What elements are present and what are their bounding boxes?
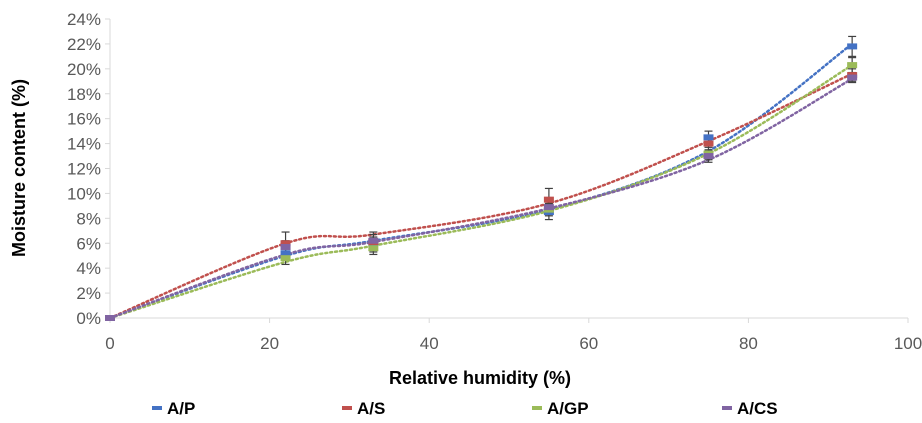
- y-tick-label: 24%: [67, 10, 101, 29]
- point-a-p: [280, 250, 291, 257]
- y-tick-label: 2%: [76, 284, 101, 303]
- point-a-gp: [368, 245, 379, 252]
- y-tick-label: 0%: [76, 309, 101, 328]
- point-a-s: [703, 140, 714, 147]
- trendline-a-p: [108, 42, 854, 320]
- point-a-gp: [847, 62, 858, 69]
- y-tick-label: 4%: [76, 259, 101, 278]
- y-tick-label: 22%: [67, 35, 101, 54]
- trendlines: [108, 42, 854, 320]
- trendline-a-gp: [108, 63, 854, 320]
- y-tick-label: 8%: [76, 209, 101, 228]
- legend-label-a-s: A/S: [357, 399, 385, 418]
- y-tick-label: 10%: [67, 184, 101, 203]
- data-points: [105, 43, 858, 321]
- error-bars: [281, 35, 857, 266]
- y-axis-title: Moisture content (%): [9, 79, 29, 257]
- x-axis-title: Relative humidity (%): [389, 368, 571, 388]
- legend-label-a-cs: A/CS: [737, 399, 778, 418]
- y-tick-label: 12%: [67, 160, 101, 179]
- trendline-a-cs: [108, 77, 854, 320]
- point-a-cs: [368, 237, 379, 244]
- x-tick-label: 40: [420, 334, 439, 353]
- y-tick-label: 6%: [76, 234, 101, 253]
- point-a-cs: [847, 74, 858, 81]
- x-tick-label: 80: [739, 334, 758, 353]
- point-a-cs: [105, 315, 115, 321]
- point-a-gp: [280, 255, 291, 262]
- y-tick-label: 14%: [67, 135, 101, 154]
- x-tick-label: 100: [894, 334, 922, 353]
- trendline-a-s: [108, 72, 854, 320]
- y-tick-label: 16%: [67, 110, 101, 129]
- legend-label-a-p: A/P: [167, 399, 195, 418]
- y-tick-label: 18%: [67, 85, 101, 104]
- y-axis-ticks: 0% 2% 4% 6% 8% 10% 12% 14% 16% 18% 20% 22% 24%: [67, 10, 110, 328]
- point-a-cs: [280, 243, 291, 250]
- point-a-s: [280, 240, 291, 247]
- x-tick-label: 60: [579, 334, 598, 353]
- point-a-p: [847, 43, 858, 50]
- point-a-s: [543, 196, 554, 203]
- y-tick-label: 20%: [67, 60, 101, 79]
- x-tick-label: 20: [260, 334, 279, 353]
- legend-label-a-gp: A/GP: [547, 399, 589, 418]
- x-tick-label: 0: [105, 334, 114, 353]
- x-axis-ticks: 0 20 40 60 80 100: [105, 318, 922, 353]
- point-a-cs: [543, 204, 554, 211]
- point-a-p: [703, 134, 714, 141]
- chart-legend: A/P A/S A/GP A/CS: [152, 399, 778, 418]
- point-a-cs: [703, 153, 714, 160]
